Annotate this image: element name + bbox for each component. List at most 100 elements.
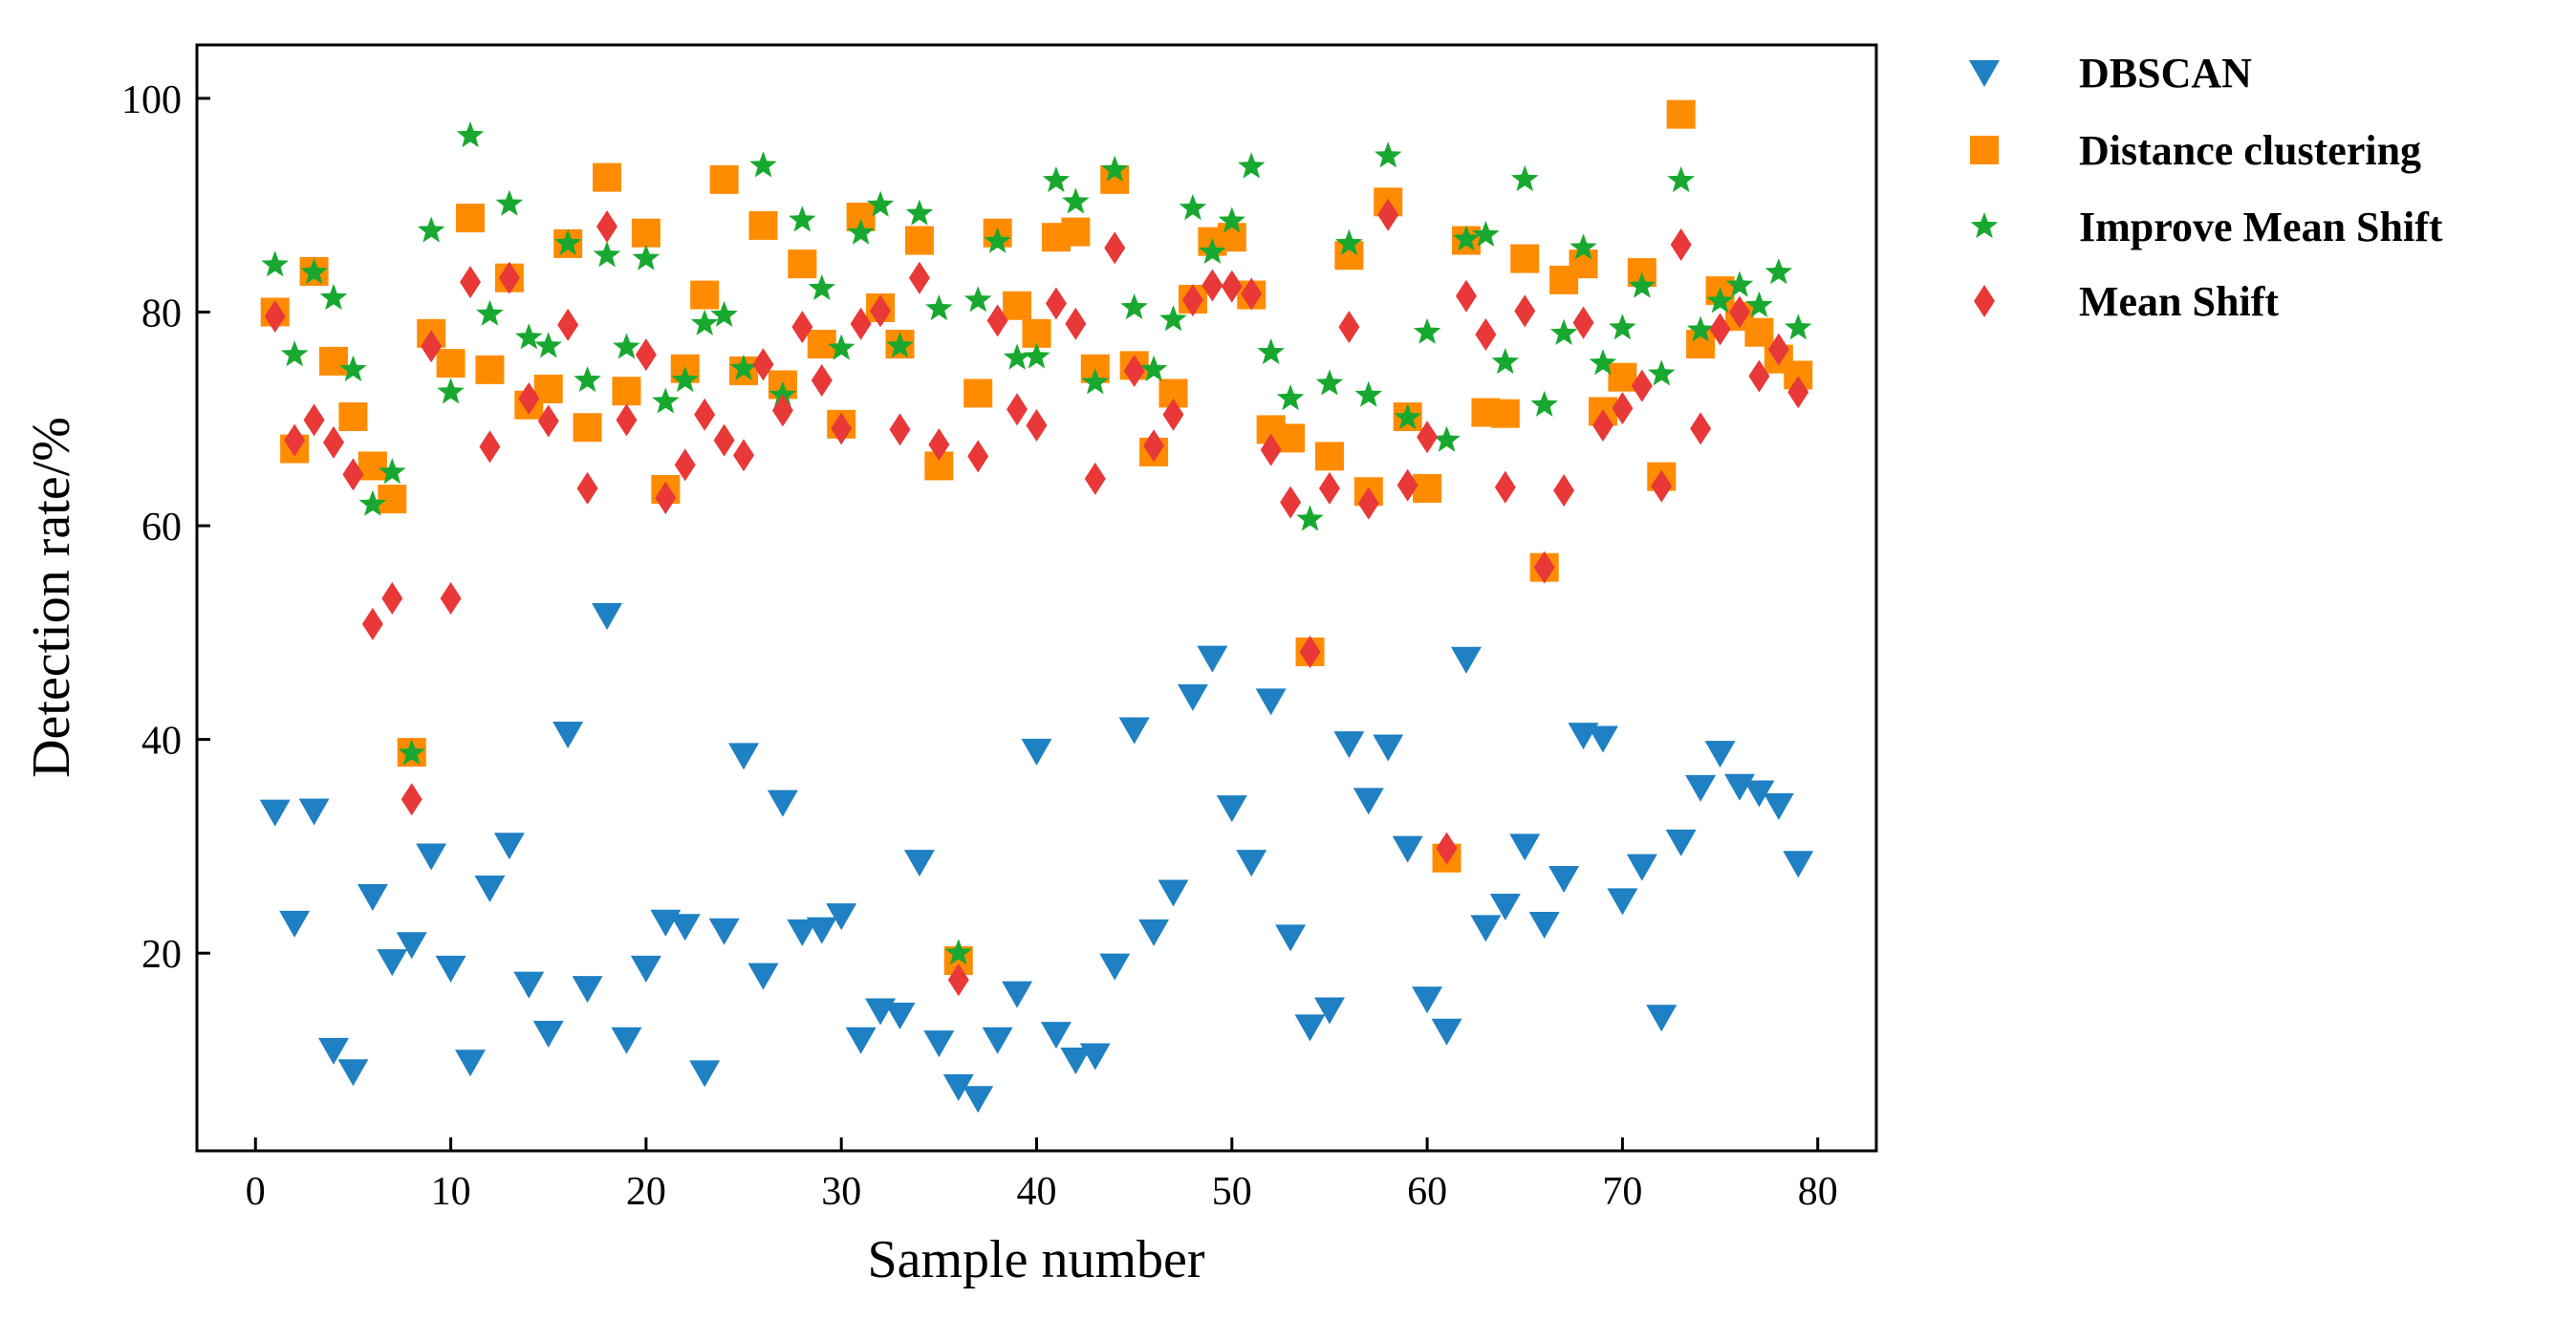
improve-mean-shift-point [379,458,406,485]
mean-shift-point [1767,333,1789,366]
y-tick-label: 20 [141,933,182,977]
improve-mean-shift-point [1276,384,1305,411]
mean-shift-point [1728,295,1750,329]
dbscan-point [279,910,311,938]
mean-shift-point [1143,429,1165,463]
mean-shift-point [303,403,325,437]
mean-shift-point [1299,635,1321,668]
improve-mean-shift-point [1452,225,1481,251]
dbscan-point [1763,792,1794,820]
improve-mean-shift-point [1549,318,1578,345]
mean-shift-point [323,425,345,459]
dbscan-point [1294,1014,1326,1042]
mean-shift-point [1026,408,1048,442]
mean-shift-point [967,440,989,473]
mean-shift-point [870,294,892,328]
mean-shift-point [1084,462,1106,495]
dbscan-point [1470,915,1502,942]
mean-shift-point [889,413,911,446]
mean-shift-point [440,582,462,616]
improve-mean-shift-point [613,333,640,359]
distance-clustering-point [1490,399,1520,428]
improve-mean-shift-point [905,199,934,226]
dbscan-point [1704,741,1736,768]
mean-shift-point [752,348,774,381]
mean-shift-point [791,311,813,344]
mean-shift-point [674,448,696,482]
improve-mean-shift-point [1725,270,1754,297]
improve-mean-shift-point [1648,359,1676,386]
mean-shift-point [264,299,286,333]
improve-mean-shift-point [574,366,601,393]
improve-mean-shift-point [1511,164,1539,191]
improve-mean-shift-point [1394,403,1421,430]
dbscan-point [532,1021,564,1049]
dbscan-point [923,1030,955,1058]
improve-mean-shift-point [339,355,367,381]
improve-mean-shift-point [1764,258,1793,285]
dbscan-point [1626,854,1657,881]
improve-mean-shift-point [1628,271,1656,298]
dbscan-point [1099,953,1131,981]
mean-shift-point [831,412,853,445]
dbscan-point [1392,835,1423,863]
dbscan-point [767,790,798,817]
dbscan-point [337,1059,369,1087]
improve-mean-shift-point [1433,425,1461,452]
distance-clustering-point [378,485,407,514]
improve-mean-shift-point [1315,369,1344,396]
mean-shift-point [1007,393,1028,426]
distance-clustering-point [1061,217,1091,247]
dbscan-point [1002,981,1033,1008]
dbscan-point [1333,731,1365,759]
x-tick-label: 40 [1017,1170,1057,1214]
mean-shift-point [1533,551,1555,584]
mean-shift-point [576,471,598,505]
dbscan-point [1646,1005,1678,1032]
improve-mean-shift-point [515,323,543,350]
dbscan-point [1060,1047,1092,1074]
improve-mean-shift-point [690,309,719,335]
dbscan-point [806,917,837,944]
distance-clustering-point [709,164,739,194]
dbscan-point [1040,1022,1072,1050]
mean-shift-point [1612,392,1634,425]
distance-clustering-point [319,346,349,376]
improve-mean-shift-point [319,283,348,311]
mean-shift-point [342,458,364,491]
improve-mean-shift-point [632,244,660,270]
mean-shift-point [1651,469,1673,503]
improve-mean-shift-point [729,354,758,380]
distance-clustering-point [456,204,486,233]
mean-shift-point [1787,376,1809,409]
distance-clustering-point [1608,362,1637,392]
mean-shift-point [1338,311,1360,344]
x-tick-label: 50 [1212,1170,1252,1214]
improve-mean-shift-point [1686,315,1715,342]
mean-shift-point [1690,412,1712,445]
dbscan-point [1587,725,1618,753]
dbscan-point [845,1027,877,1054]
improve-mean-shift-point [1257,337,1285,365]
distance-clustering-point [631,218,660,248]
dbscan-point [396,932,427,960]
distance-clustering-point [436,349,465,379]
dbscan-point [1783,851,1814,878]
improve-mean-shift-point [866,190,895,217]
legend-marker-mean-shift [1974,285,1995,317]
improve-mean-shift-point [358,489,387,516]
mean-shift-point [1104,231,1126,265]
mean-shift-point [1260,433,1282,466]
dbscan-point [1353,788,1384,815]
dbscan-point [611,1027,642,1054]
y-tick-label: 60 [141,506,182,550]
improve-mean-shift-point [1491,348,1520,375]
improve-mean-shift-point [1530,390,1558,417]
improve-mean-shift-point [1589,349,1617,376]
distance-clustering-point [475,355,505,384]
improve-mean-shift-point [710,300,738,327]
x-tick-label: 0 [246,1170,266,1214]
improve-mean-shift-point [1139,355,1168,381]
improve-mean-shift-point [984,227,1011,253]
